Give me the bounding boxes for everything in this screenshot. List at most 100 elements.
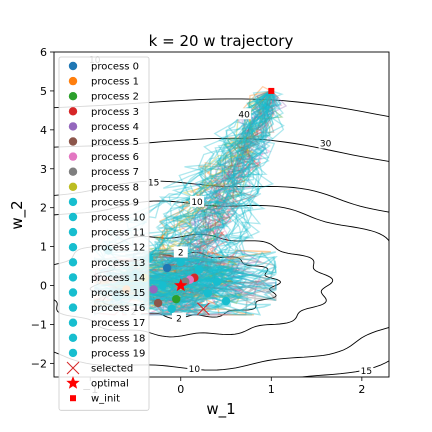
y-tick-label: 4 xyxy=(40,124,47,137)
x-tick-label: 2 xyxy=(358,383,365,396)
legend-swatch xyxy=(68,333,78,342)
legend-swatch xyxy=(68,137,78,146)
final-point xyxy=(158,281,167,290)
trajectory-line xyxy=(198,90,274,273)
trajectory-line xyxy=(161,90,272,268)
trajectory-line xyxy=(184,90,275,278)
trajectory-line xyxy=(176,90,283,285)
trajectory-line xyxy=(185,90,272,282)
legend-swatch xyxy=(68,212,78,222)
legend-label: process 19 xyxy=(91,348,145,359)
legend-label: process 13 xyxy=(91,258,145,269)
trajectory-line xyxy=(167,90,279,310)
trajectory-line xyxy=(153,90,272,306)
y-tick-label: −1 xyxy=(31,318,47,331)
trajectory-line xyxy=(220,90,285,307)
trajectory-line xyxy=(185,90,274,279)
contour-label-bg xyxy=(237,108,252,120)
trajectory-line xyxy=(137,90,272,281)
trajectory-line xyxy=(183,90,272,272)
contour-label: 2 xyxy=(176,315,182,325)
trajectory-line xyxy=(170,90,272,305)
legend-swatch-w-init xyxy=(70,395,76,402)
legend-swatch xyxy=(68,122,78,131)
trajectory-line xyxy=(142,90,279,309)
legend-swatch xyxy=(68,76,78,86)
trajectory-line xyxy=(146,90,272,304)
legend-label: process 11 xyxy=(91,228,145,239)
y-tick-label: 0 xyxy=(40,280,47,293)
legend-swatch xyxy=(68,303,78,312)
trajectory-line xyxy=(183,90,272,274)
y-tick-label: 3 xyxy=(40,163,47,176)
final-point xyxy=(172,294,181,304)
legend-swatch xyxy=(68,258,78,267)
contour-label-bg xyxy=(359,365,374,377)
legend: process 0 process 1 process 2 process 3 proc… xyxy=(58,56,150,411)
legend-label: selected xyxy=(91,364,133,375)
legend-label: process 17 xyxy=(91,318,145,329)
contour-label-bg xyxy=(190,195,205,207)
legend-box xyxy=(58,56,150,411)
trajectory-line xyxy=(163,90,272,310)
trajectory-line xyxy=(168,90,272,285)
trajectory-line xyxy=(208,90,272,287)
legend-label: process 0 xyxy=(91,62,139,73)
trajectory-line xyxy=(153,90,272,311)
trajectory-line xyxy=(159,90,277,289)
final-point xyxy=(162,263,172,273)
trajectory-line xyxy=(201,90,282,295)
legend-swatch xyxy=(68,61,78,71)
legend-swatch xyxy=(68,348,78,358)
trajectory-line xyxy=(169,90,272,300)
contour-label-bg xyxy=(171,312,186,324)
contour-label: 30 xyxy=(320,139,332,149)
legend-label: process 15 xyxy=(91,288,145,299)
legend-swatch xyxy=(68,152,78,161)
legend-label: process 5 xyxy=(91,137,139,148)
trajectory-line xyxy=(148,90,276,289)
trajectory-line xyxy=(185,90,272,286)
legend-label: process 8 xyxy=(91,182,139,193)
plot-frame xyxy=(53,51,390,378)
trajectory-line xyxy=(147,90,272,292)
trajectory-line xyxy=(179,90,272,265)
legend-label: process 14 xyxy=(91,273,145,284)
trajectory-line xyxy=(153,90,288,293)
legend-swatch xyxy=(68,288,78,297)
trajectory-line xyxy=(218,90,276,281)
legend-swatch xyxy=(68,92,78,101)
contour-label-bg xyxy=(173,246,188,258)
x-tick-label: 0 xyxy=(177,383,184,396)
contour-label-bg xyxy=(187,363,202,375)
contour-label: 10 xyxy=(191,198,203,208)
contour-label: 15 xyxy=(148,178,159,188)
contour-label-bg xyxy=(146,176,161,188)
contour-label: 40 xyxy=(238,110,250,120)
legend-swatch xyxy=(68,273,78,282)
final-point xyxy=(153,298,163,308)
legend-label: optimal xyxy=(91,379,129,390)
trajectory-line xyxy=(173,90,272,261)
legend-label: process 18 xyxy=(91,333,145,344)
final-point xyxy=(149,285,158,294)
trajectory-line xyxy=(203,90,285,284)
y-tick-label: 6 xyxy=(40,46,47,59)
legend-label: process 4 xyxy=(91,122,139,133)
plot-area: 40301510222101510 xyxy=(54,53,389,377)
legend-label: process 9 xyxy=(91,197,139,208)
trajectory-line xyxy=(194,90,275,301)
trajectory-line xyxy=(201,90,272,289)
legend-swatch-selected xyxy=(66,361,80,375)
trajectory-line xyxy=(138,90,272,259)
trajectory-line xyxy=(190,90,279,272)
cluster-line xyxy=(92,252,252,315)
x-axis-label: w_1 xyxy=(206,400,235,419)
legend-swatch xyxy=(68,227,78,237)
legend-swatch xyxy=(68,167,78,176)
trajectory-line xyxy=(211,90,276,305)
legend-swatch xyxy=(68,197,78,207)
trajectory-line xyxy=(156,90,276,291)
